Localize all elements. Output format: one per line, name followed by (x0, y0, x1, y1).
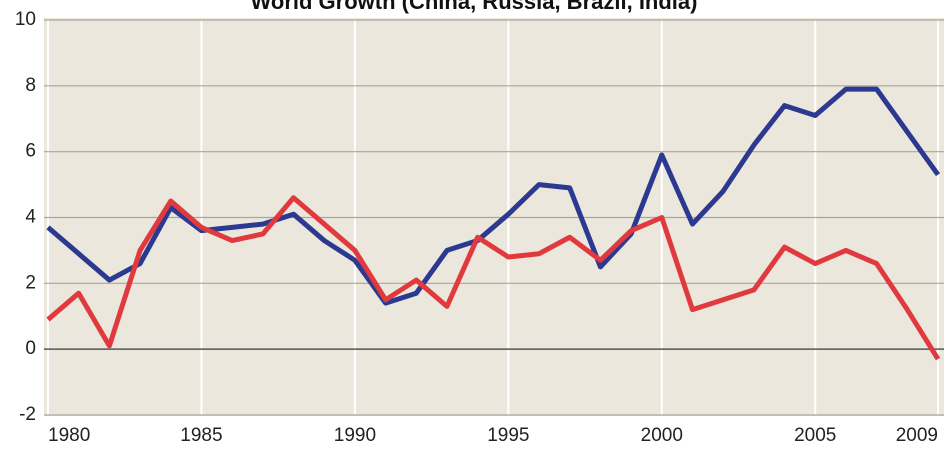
y-tick-label: 2 (25, 272, 36, 293)
x-tick-label: 1985 (180, 425, 222, 446)
y-tick-label: 8 (25, 75, 36, 96)
x-tick-label: 2009 (896, 425, 938, 446)
line-series (46, 86, 941, 306)
y-tick-label: 0 (25, 338, 36, 359)
x-tick-label: 1980 (48, 425, 90, 446)
y-tick-label: 10 (15, 9, 36, 30)
y-tick-label: 4 (25, 207, 36, 228)
chart-title: World Growth (China, Russia, Brazil, Ind… (251, 0, 698, 14)
title-box (118, 0, 830, 16)
x-tick-label: 2005 (794, 425, 836, 446)
y-tick-label: -2 (19, 404, 36, 425)
y-tick-label: 6 (25, 141, 36, 162)
line-series (46, 195, 941, 361)
x-tick-label: 2000 (641, 425, 683, 446)
x-tick-label: 1995 (487, 425, 529, 446)
x-tick-label: 1990 (334, 425, 376, 446)
